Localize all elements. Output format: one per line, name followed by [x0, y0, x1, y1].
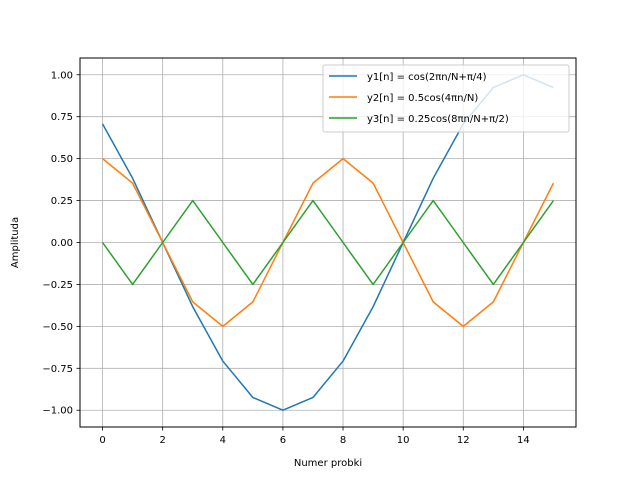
x-tick-label: 2 — [159, 435, 165, 446]
y-tick-label: −0.25 — [42, 280, 73, 291]
legend-label-1: y1[n] = cos(2πn/N+π/4) — [367, 72, 487, 83]
y-tick-label: −0.50 — [42, 322, 73, 333]
series-line-3 — [101, 199, 555, 286]
legend: y1[n] = cos(2πn/N+π/4) y2[n] = 0.5cos(4πn… — [322, 64, 570, 133]
x-tick-label: 4 — [220, 435, 226, 446]
y-tick-label: 0.50 — [51, 154, 73, 165]
x-tick-label: 0 — [99, 435, 105, 446]
y-tick-label: 1.00 — [51, 70, 73, 81]
x-tick-label: 6 — [280, 435, 286, 446]
x-tick-label: 14 — [517, 435, 530, 446]
y-tick-label: 0.00 — [51, 238, 73, 249]
series-line-2 — [102, 157, 555, 328]
y-tick-label: −1.00 — [42, 406, 73, 417]
y-tick-label: 0.25 — [51, 196, 73, 207]
x-tick-label: 8 — [340, 435, 346, 446]
y-tick-label: 0.75 — [51, 112, 73, 123]
legend-label-3: y3[n] = 0.25cos(8πn/N+π/2) — [367, 114, 509, 125]
legend-label-2: y2[n] = 0.5cos(4πn/N) — [367, 93, 478, 104]
legend-box — [322, 64, 570, 133]
x-tick-label: 12 — [457, 435, 470, 446]
x-tick-label: 10 — [397, 435, 410, 446]
y-axis-label: Amplituda — [10, 217, 21, 268]
x-axis-label: Numer probki — [294, 458, 362, 469]
axis-ticks: 0 2 4 6 8 10 12 14 −1.00 −0.75 −0.50 −0.25 0.00 0.25 0… — [42, 70, 529, 446]
y-tick-label: −0.75 — [42, 364, 73, 375]
